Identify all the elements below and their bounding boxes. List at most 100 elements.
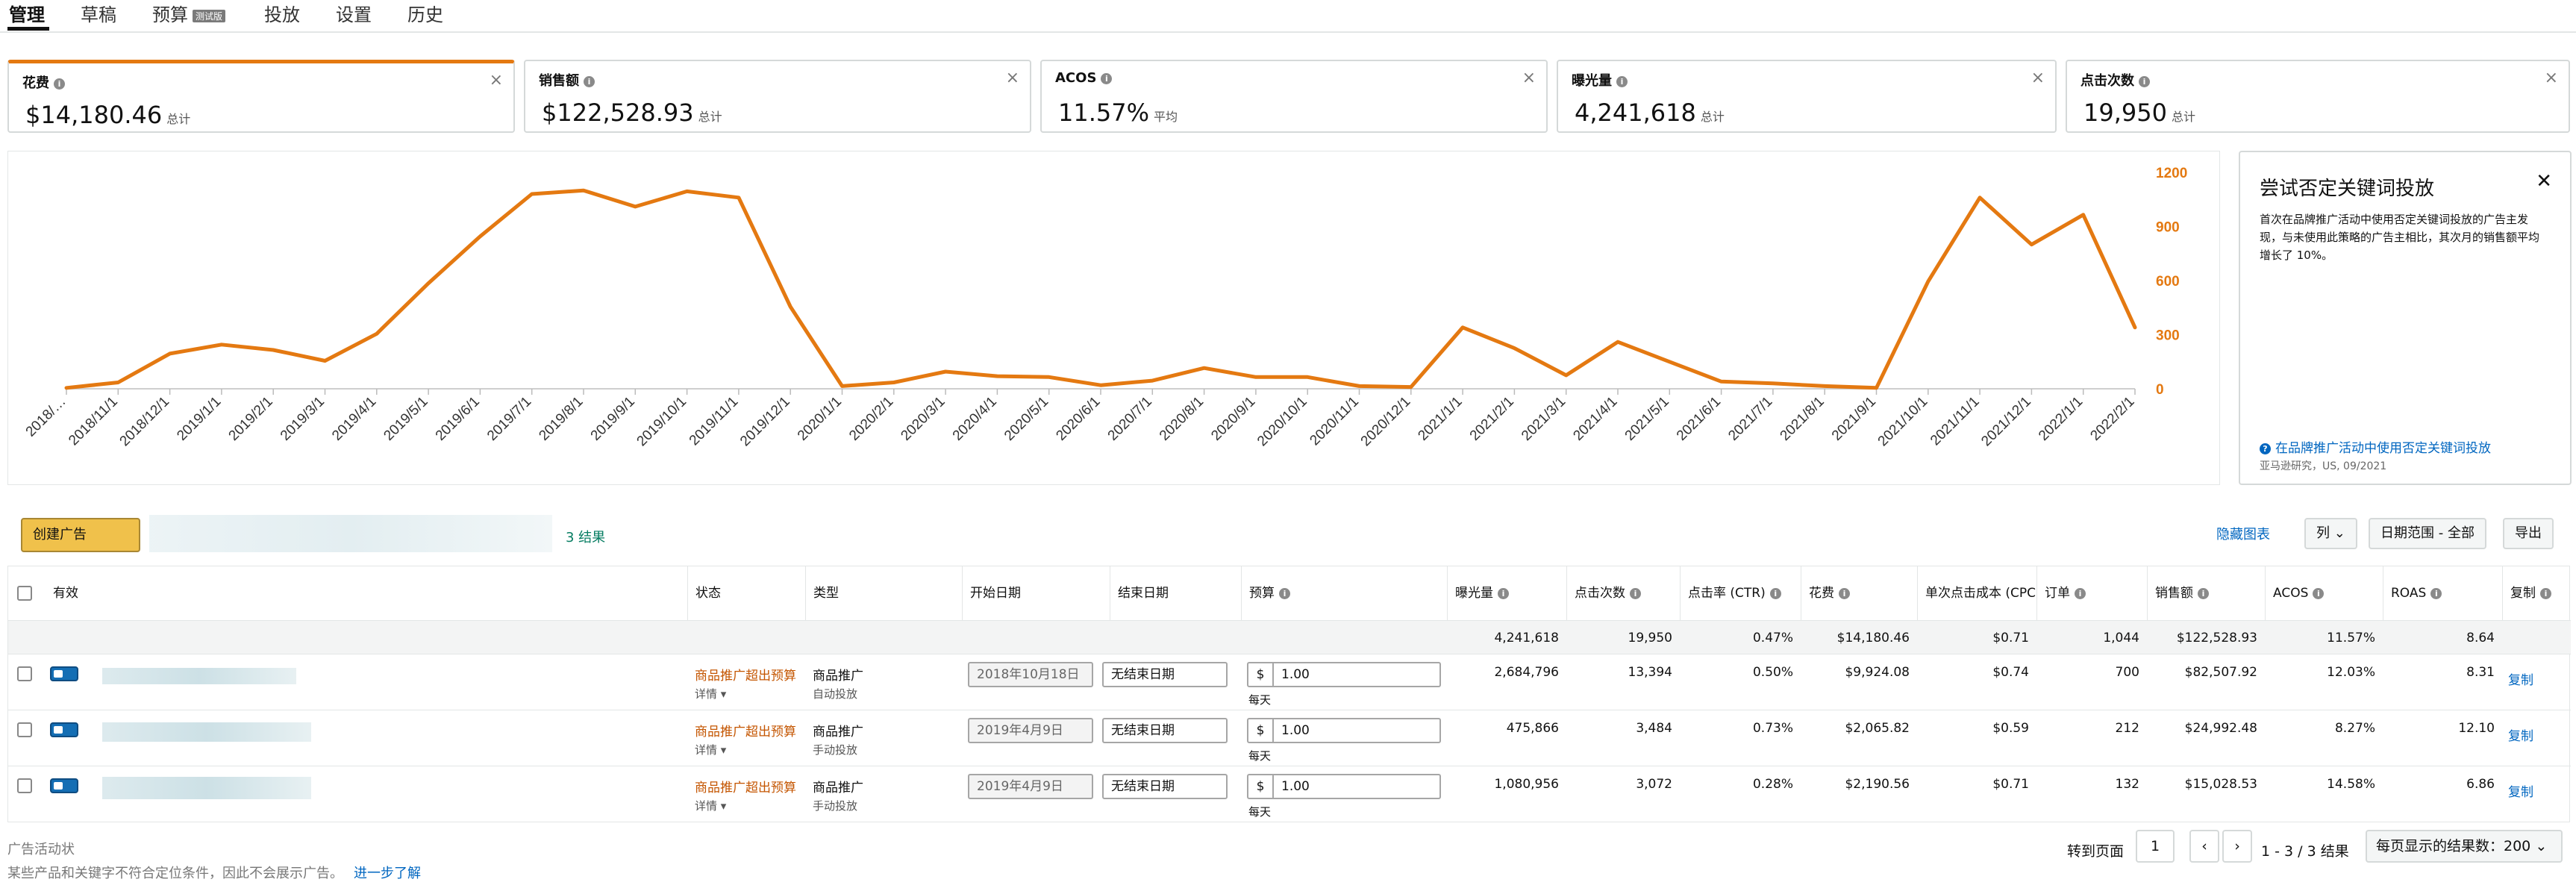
metric-card-sales[interactable]: 销售额 i × $122,528.93 总计 — [524, 60, 1031, 133]
metric-card-acos[interactable]: ACOS i × 11.57% 平均 — [1040, 60, 1548, 133]
budget-input[interactable]: $1.00 — [1247, 662, 1441, 687]
info-icon[interactable]: i — [1769, 587, 1781, 599]
tab-manage[interactable]: 管理 — [9, 4, 45, 25]
col-end-date[interactable]: 结束日期 — [1110, 566, 1241, 620]
row-checkbox[interactable] — [17, 778, 32, 793]
x-tick-label: 2021/1/1 — [1415, 394, 1465, 444]
info-icon[interactable]: i — [1101, 72, 1113, 84]
metric-label: ACOS i — [1055, 70, 1113, 86]
campaign-table: 有效 状态 类型 开始日期 结束日期 预算 i 曝光量 i 点击次数 i 点击率 (C… — [7, 566, 2571, 822]
tab-drafts[interactable]: 草稿 — [81, 4, 116, 25]
budget-input[interactable]: $1.00 — [1247, 774, 1441, 799]
col-roas[interactable]: ROAS i — [2383, 566, 2502, 620]
close-icon[interactable]: × — [2031, 69, 2045, 87]
end-date-field[interactable]: 无结束日期 — [1102, 718, 1228, 743]
info-icon[interactable]: i — [584, 75, 595, 87]
spend-chart-panel: 1200 900 600 300 0 2018/… 2018/11/1 2018/12/1 20… — [7, 151, 2220, 485]
col-ctr[interactable]: 点击率 (CTR) i — [1680, 566, 1801, 620]
info-icon[interactable]: i — [1630, 587, 1641, 599]
metric-card-spend[interactable]: 花费 i × $14,180.46 总计 — [7, 60, 515, 133]
info-icon[interactable]: i — [2430, 587, 2442, 599]
type-text: 商品推广 — [813, 781, 863, 795]
col-status[interactable]: 状态 — [687, 566, 799, 620]
budget-input[interactable]: $1.00 — [1247, 718, 1441, 743]
cell-ctr: 0.28% — [1752, 777, 1793, 792]
x-tick-label: 2020/5/1 — [1001, 394, 1051, 444]
copy-link[interactable]: 复制 — [2508, 673, 2533, 688]
col-sales[interactable]: 销售额 i — [2147, 566, 2265, 620]
col-budget[interactable]: 预算 i — [1241, 566, 1447, 620]
metric-card-impressions[interactable]: 曝光量 i × 4,241,618 总计 — [1557, 60, 2057, 133]
date-range-button[interactable]: 日期范围 - 全部 — [2369, 518, 2486, 549]
select-all-checkbox[interactable] — [17, 586, 32, 601]
close-icon[interactable]: × — [2544, 69, 2558, 87]
prev-page-button[interactable]: ‹ — [2189, 830, 2219, 863]
status-details-link[interactable]: 详情 ▾ — [695, 687, 727, 701]
close-icon[interactable]: × — [1005, 69, 1019, 87]
end-date-field[interactable]: 无结束日期 — [1102, 662, 1228, 687]
page-number-input[interactable]: 1 — [2136, 830, 2175, 863]
columns-button[interactable]: 列 ⌄ — [2304, 518, 2357, 549]
campaign-toggle[interactable] — [50, 722, 78, 737]
info-icon[interactable]: i — [1498, 587, 1509, 599]
learn-more-link[interactable]: 进一步了解 — [354, 866, 421, 881]
x-tick-label: 2020/11/1 — [1307, 394, 1362, 449]
info-icon[interactable]: i — [54, 78, 65, 90]
row-checkbox[interactable] — [17, 722, 32, 737]
tab-settings[interactable]: 设置 — [336, 4, 372, 25]
cell-clicks: 3,072 — [1636, 777, 1672, 792]
row-checkbox[interactable] — [17, 666, 32, 681]
col-cpc[interactable]: 单次点击成本 (CPC) — [1917, 566, 2036, 620]
hide-chart-link[interactable]: 隐藏图表 — [2216, 527, 2270, 543]
col-active[interactable]: 有效 — [53, 586, 78, 601]
info-icon[interactable]: i — [2198, 587, 2209, 599]
info-icon[interactable]: i — [2313, 587, 2325, 599]
end-date-field[interactable]: 无结束日期 — [1102, 774, 1228, 799]
col-spend[interactable]: 花费 i — [1801, 566, 1917, 620]
next-page-button[interactable]: › — [2222, 830, 2252, 863]
close-icon[interactable]: × — [1522, 69, 1536, 87]
copy-link[interactable]: 复制 — [2508, 785, 2533, 800]
tab-targeting[interactable]: 投放 — [264, 4, 300, 25]
help-icon: ? — [2260, 443, 2271, 454]
status-details-link[interactable]: 详情 ▾ — [695, 743, 727, 757]
export-button[interactable]: 导出 — [2503, 518, 2554, 549]
close-icon[interactable]: × — [489, 71, 503, 90]
campaign-toggle[interactable] — [50, 778, 78, 793]
promo-title: 尝试否定关键词投放 — [2260, 178, 2435, 200]
info-icon[interactable]: i — [2540, 587, 2551, 599]
campaign-toggle[interactable] — [50, 666, 78, 681]
col-start-date[interactable]: 开始日期 — [962, 566, 1110, 620]
per-page-select[interactable]: 每页显示的结果数：200 ⌄ — [2366, 830, 2563, 863]
info-icon[interactable]: i — [1279, 587, 1290, 599]
x-tick-label: 2020/7/1 — [1105, 394, 1155, 444]
status-text: 商品推广超出预算 — [695, 781, 796, 795]
tab-budgets[interactable]: 预算 测试版 — [152, 0, 226, 25]
col-copy[interactable]: 复制 i — [2502, 566, 2571, 620]
copy-link[interactable]: 复制 — [2508, 729, 2533, 744]
start-date-field: 2019年4月9日 — [968, 774, 1093, 799]
info-icon[interactable]: i — [2075, 587, 2086, 599]
info-icon[interactable]: i — [2139, 75, 2150, 87]
promo-link[interactable]: ? 在品牌推广活动中使用否定关键词投放 — [2260, 437, 2491, 456]
status-details-link[interactable]: 详情 ▾ — [695, 799, 727, 813]
x-tick-label: 2019/6/1 — [433, 394, 483, 444]
chevron-down-icon: ▾ — [720, 799, 727, 813]
x-tick-label: 2021/6/1 — [1674, 394, 1724, 444]
tab-history[interactable]: 历史 — [407, 4, 443, 25]
cell-ctr: 0.73% — [1752, 721, 1793, 736]
x-tick-label: 2021/8/1 — [1778, 394, 1828, 444]
col-type[interactable]: 类型 — [805, 566, 962, 620]
total-impressions: 4,241,618 — [1494, 631, 1559, 645]
info-icon[interactable]: i — [1616, 75, 1628, 87]
col-acos[interactable]: ACOS i — [2265, 566, 2383, 620]
col-orders[interactable]: 订单 i — [2036, 566, 2147, 620]
create-campaign-button[interactable]: 创建广告 — [21, 518, 140, 552]
info-icon[interactable]: i — [1839, 587, 1850, 599]
col-clicks[interactable]: 点击次数 i — [1566, 566, 1680, 620]
close-icon[interactable]: ✕ — [2536, 170, 2552, 193]
x-tick-label: 2019/8/1 — [536, 394, 586, 444]
cell-ctr: 0.50% — [1752, 665, 1793, 680]
col-impressions[interactable]: 曝光量 i — [1447, 566, 1566, 620]
metric-card-clicks[interactable]: 点击次数 i × 19,950 总计 — [2066, 60, 2570, 133]
